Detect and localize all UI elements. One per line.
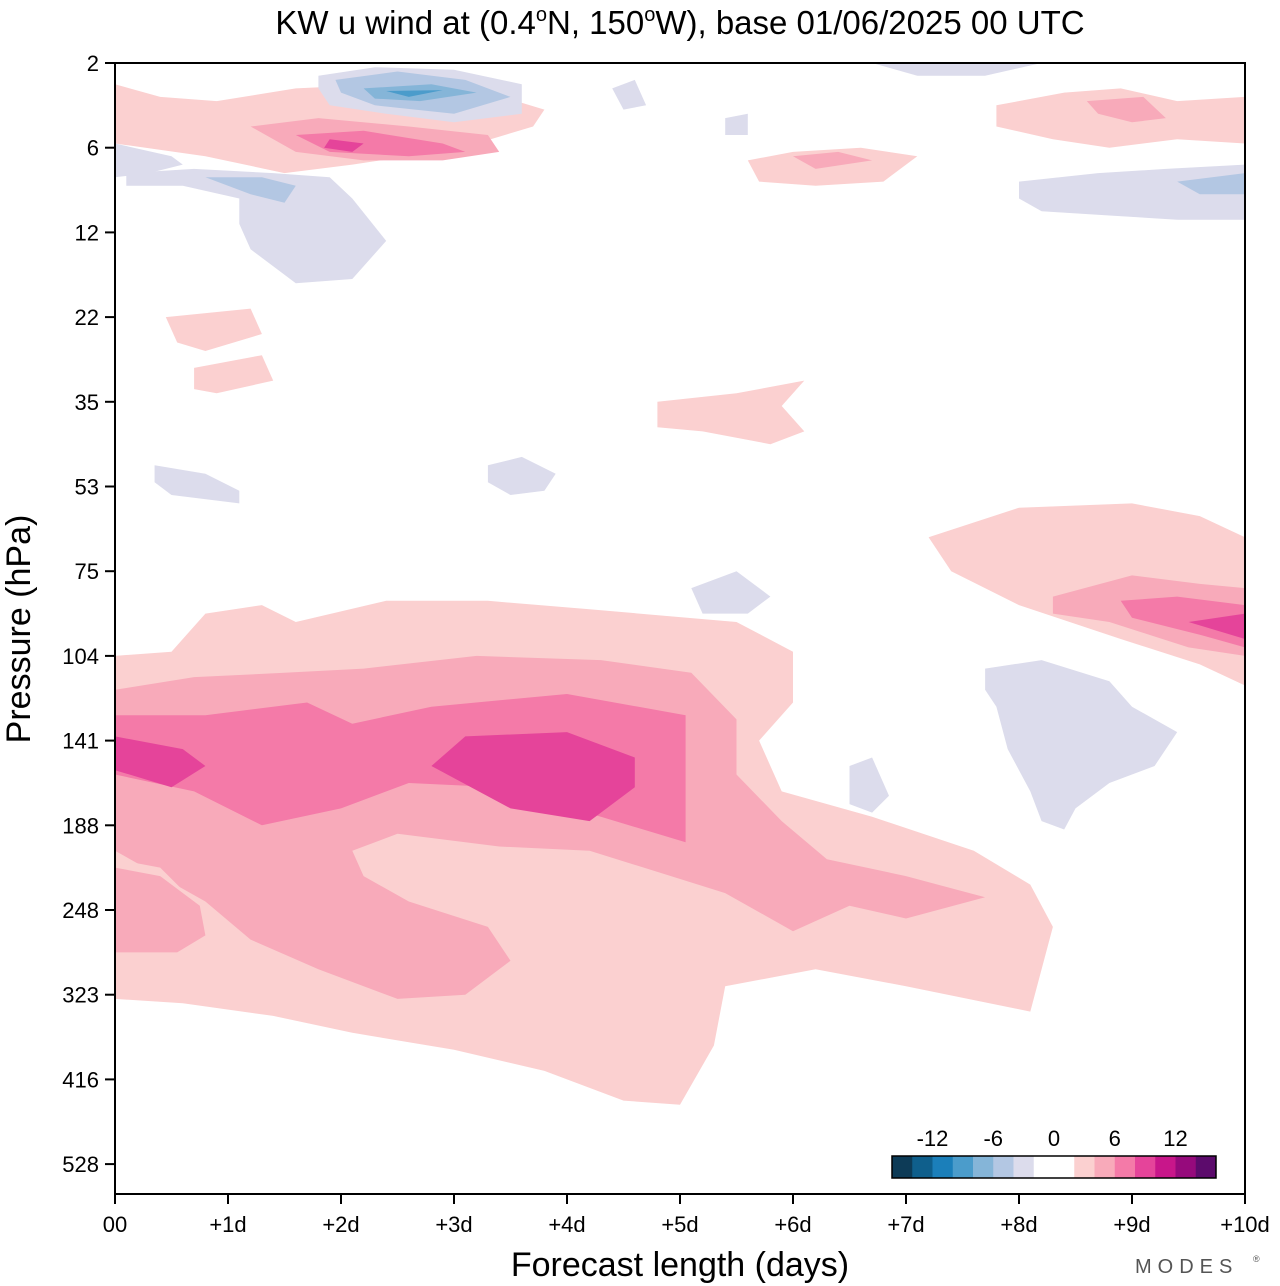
colorbar-swatch: [1195, 1156, 1217, 1178]
contour-region-9: [194, 355, 274, 394]
colorbar-swatch: [932, 1156, 954, 1178]
contour-region-21: [431, 732, 635, 822]
colorbar-swatch: [1013, 1156, 1035, 1178]
title-part-2: N, 150: [547, 4, 644, 41]
title-part-3: W), base 01/06/2025 00 UTC: [655, 4, 1084, 41]
contour-region-20: [115, 736, 206, 788]
contour-region-7: [1086, 96, 1166, 123]
colorbar-label: 12: [1163, 1126, 1187, 1151]
contour-region-35: [487, 456, 556, 495]
y-tick-label: 35: [75, 390, 99, 415]
x-tick-label: +8d: [1000, 1212, 1037, 1237]
y-tick-label: 416: [62, 1067, 99, 1092]
colorbar-swatch: [1094, 1156, 1116, 1178]
colorbar-swatch: [892, 1156, 913, 1178]
y-tick-label: 75: [75, 559, 99, 584]
y-tick-label: 22: [75, 305, 99, 330]
y-axis-label: Pressure (hPa): [0, 515, 38, 744]
x-tick-label: +9d: [1113, 1212, 1150, 1237]
contour-region-13: [1120, 596, 1245, 648]
x-tick-label: +1d: [209, 1212, 246, 1237]
y-tick-label: 6: [87, 136, 99, 161]
y-axis: 2 6 12 22 35 53 75 104 141 188 248 323 416 528: [62, 51, 115, 1177]
contour-region-2: [295, 130, 466, 157]
x-tick-label: +10d: [1220, 1212, 1270, 1237]
x-tick-label: +2d: [322, 1212, 359, 1237]
x-tick-label: +7d: [887, 1212, 924, 1237]
y-tick-label: 528: [62, 1152, 99, 1177]
colorbar-swatch: [973, 1156, 994, 1178]
contour-region-31: [872, 63, 1042, 76]
title-degree-1: o: [536, 4, 547, 26]
y-tick-label: 323: [62, 983, 99, 1008]
colorbar-swatch: [1135, 1156, 1156, 1178]
contour-region-28: [386, 90, 443, 97]
y-tick-label: 248: [62, 898, 99, 923]
colorbar: -12 -6 0 6 12: [891, 1126, 1217, 1179]
colorbar-swatch: [1054, 1156, 1075, 1178]
y-tick-label: 188: [62, 813, 99, 838]
contour-region-3: [324, 139, 364, 152]
modes-logo: MODES: [1135, 1256, 1238, 1278]
contour-region-30: [725, 113, 748, 135]
y-tick-label: 2: [87, 51, 99, 76]
colorbar-swatch: [993, 1156, 1014, 1178]
x-tick-label: +6d: [774, 1212, 811, 1237]
contour-region-10: [657, 380, 805, 445]
chart-title: KW u wind at (0.4oN, 150oW), base 01/06/…: [275, 4, 1084, 41]
title-part-1: KW u wind at (0.4: [275, 4, 535, 41]
x-axis: 00 +1d +2d +3d +4d +5d +6d +7d +8d +9d +10d: [103, 1194, 1270, 1237]
colorbar-swatch: [1033, 1156, 1055, 1178]
colorbar-swatch: [912, 1156, 933, 1178]
y-tick-label: 53: [75, 475, 99, 500]
x-tick-label: +5d: [661, 1212, 698, 1237]
contour-region-37: [985, 660, 1178, 830]
colorbar-swatch: [952, 1156, 974, 1178]
colorbar-label: 0: [1048, 1126, 1060, 1151]
x-tick-label: 00: [103, 1212, 127, 1237]
contour-region-33: [1177, 173, 1245, 195]
contour-region-22: [126, 168, 387, 284]
y-tick-label: 104: [62, 644, 99, 669]
contour-region-14: [1188, 613, 1245, 639]
colorbar-frame: [891, 1155, 1217, 1179]
contour-region-18: [115, 867, 206, 953]
contour-region-38: [849, 757, 889, 813]
contour-region-5: [793, 151, 873, 169]
colorbar-swatch: [1175, 1156, 1197, 1178]
title-degree-2: o: [644, 4, 655, 26]
registered-mark: ®: [1253, 1254, 1260, 1264]
contour-regions: [115, 63, 1245, 1105]
y-tick-label: 12: [75, 220, 99, 245]
contour-region-29: [612, 79, 647, 110]
contour-region-23: [115, 143, 183, 178]
contour-region-8: [165, 308, 262, 351]
contour-region-24: [205, 177, 296, 203]
contour-region-4: [747, 147, 918, 186]
x-tick-label: +3d: [435, 1212, 472, 1237]
contour-region-32: [1019, 164, 1245, 220]
contour-region-19: [115, 694, 686, 843]
colorbar-swatch: [1155, 1156, 1176, 1178]
colorbar-swatch: [1074, 1156, 1095, 1178]
colorbar-label: -12: [917, 1126, 949, 1151]
contour-region-34: [154, 465, 240, 504]
colorbar-label: -6: [983, 1126, 1003, 1151]
x-axis-label: Forecast length (days): [511, 1246, 849, 1284]
colorbar-swatch: [1114, 1156, 1136, 1178]
y-tick-label: 141: [62, 729, 99, 754]
x-tick-label: +4d: [548, 1212, 585, 1237]
contour-region-36: [691, 571, 771, 614]
colorbar-label: 6: [1109, 1126, 1121, 1151]
